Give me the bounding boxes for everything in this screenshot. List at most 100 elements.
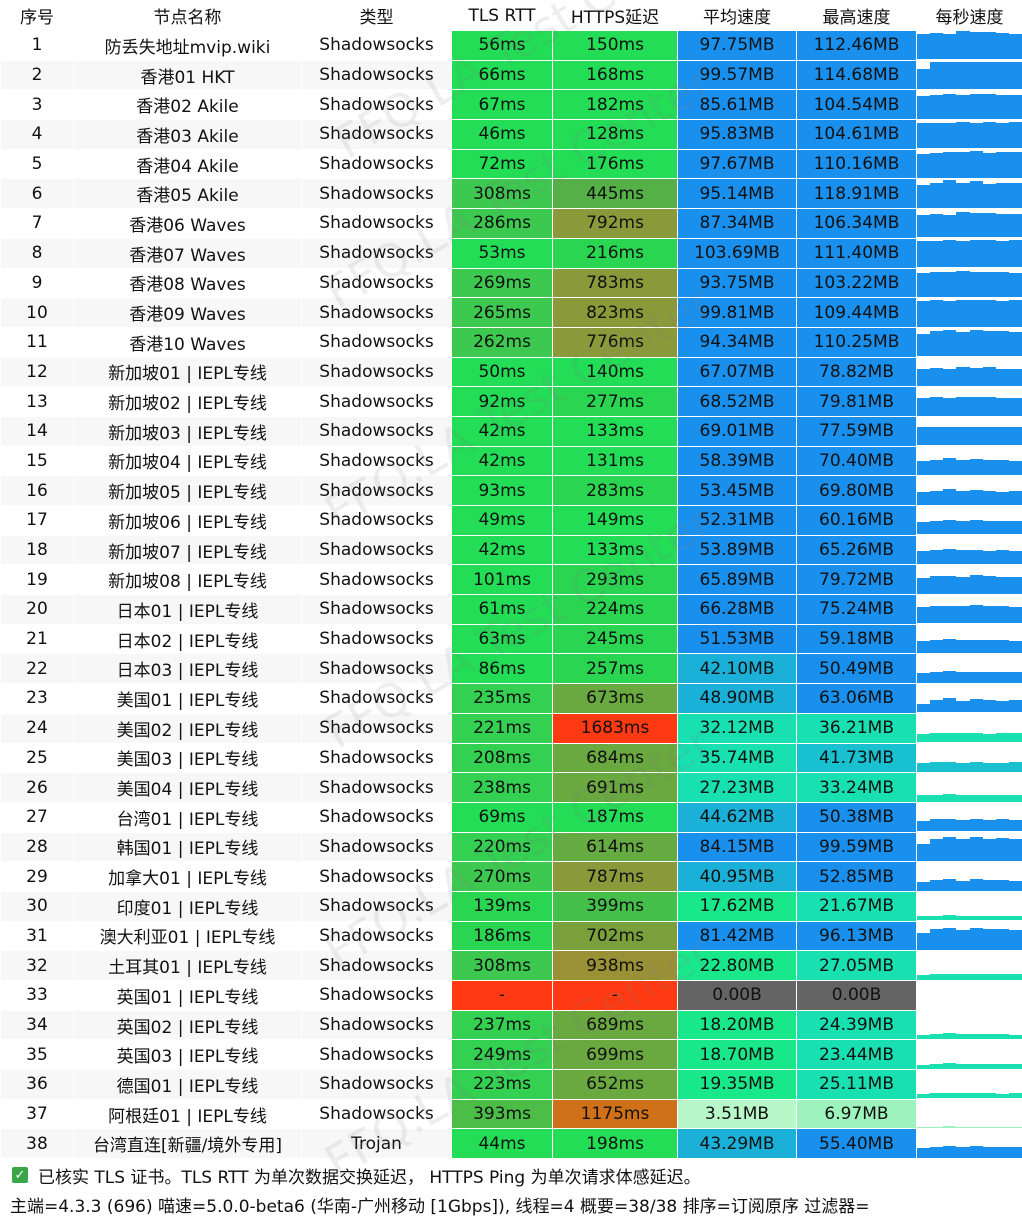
node-type: Shadowsocks (302, 624, 452, 654)
sparkline-bar (970, 490, 983, 505)
tls-rtt-cell: 220ms (452, 832, 553, 862)
max-speed-cell: 27.05MB (797, 951, 917, 981)
sparkline-bar (983, 795, 996, 802)
tls-rtt-cell: 56ms (452, 31, 553, 61)
node-type: Shadowsocks (302, 238, 452, 268)
max-speed-cell: 104.61MB (797, 120, 917, 150)
sparkline-bar (1009, 273, 1022, 297)
tls-rtt-cell: 262ms (452, 327, 553, 357)
sparkline-bar (943, 272, 956, 297)
row-index: 14 (1, 416, 74, 446)
https-latency-cell: 131ms (553, 446, 678, 476)
sparkline-bar (930, 95, 943, 119)
sparkline-bar (943, 152, 956, 179)
sparkline-bar (983, 820, 996, 831)
per-second-speed-sparkline (917, 1010, 1022, 1040)
avg-speed-cell: 103.69MB (678, 238, 797, 268)
per-second-speed-sparkline (917, 862, 1022, 892)
tls-rtt-cell: 208ms (452, 743, 553, 773)
sparkline-bar (956, 672, 969, 683)
sparkline-bar (983, 1034, 996, 1039)
avg-speed-cell: 48.90MB (678, 684, 797, 714)
max-speed-cell: 109.44MB (797, 298, 917, 328)
avg-speed-cell: 85.61MB (678, 90, 797, 120)
sparkline-bar (996, 241, 1009, 268)
sparkline-bar (1009, 916, 1022, 920)
row-index: 16 (1, 476, 74, 506)
row-index: 10 (1, 298, 74, 328)
tls-rtt-cell: 139ms (452, 891, 553, 921)
max-speed-cell: 96.13MB (797, 921, 917, 951)
per-second-speed-sparkline (917, 506, 1022, 536)
sparkline-bar (970, 916, 983, 921)
node-name: 香港06 Waves (74, 209, 302, 239)
sparkline-bar (930, 929, 943, 950)
sparkline-bar (970, 819, 983, 831)
sparkline-bar (917, 578, 930, 593)
https-latency-cell: 133ms (553, 416, 678, 446)
max-speed-cell: 36.21MB (797, 713, 917, 743)
sparkline-bar (970, 151, 983, 178)
row-index: 19 (1, 565, 74, 595)
node-name: 印度01 | IEPL专线 (74, 891, 302, 921)
sparkline-bar (917, 734, 930, 742)
sparkline-bar (983, 331, 996, 356)
tls-rtt-cell: 308ms (452, 951, 553, 981)
sparkline-bar (956, 521, 969, 534)
tls-rtt-cell: - (452, 981, 553, 1011)
row-index: 17 (1, 506, 74, 536)
node-type: Shadowsocks (302, 743, 452, 773)
sparkline-bar (983, 974, 996, 980)
node-type: Shadowsocks (302, 951, 452, 981)
sparkline-bar (1009, 641, 1022, 654)
sparkline-bar (930, 241, 943, 268)
sparkline-bar (943, 458, 956, 475)
sparkline-bars (917, 120, 1022, 148)
https-latency-cell: - (553, 981, 678, 1011)
sparkline-bars (917, 714, 1022, 742)
node-type: Shadowsocks (302, 179, 452, 209)
sparkline-bar (1009, 62, 1022, 89)
per-second-speed-sparkline (917, 565, 1022, 595)
sparkline-bar (970, 837, 983, 861)
sparkline-bar (943, 794, 956, 801)
node-type: Shadowsocks (302, 1010, 452, 1040)
sparkline-bar (956, 122, 969, 149)
sparkline-bar (956, 606, 969, 623)
sparkline-bar (917, 882, 930, 890)
sparkline-bar (970, 213, 983, 237)
sparkline-bar (917, 185, 930, 207)
sparkline-bar (970, 672, 983, 683)
node-type: Shadowsocks (302, 773, 452, 803)
sparkline-bar (917, 461, 930, 475)
sparkline-bar (996, 701, 1009, 712)
https-latency-cell: 684ms (553, 743, 678, 773)
sparkline-bars (917, 595, 1022, 623)
sparkline-bar (917, 1127, 930, 1128)
sparkline-bars (917, 1070, 1022, 1098)
max-speed-cell: 79.72MB (797, 565, 917, 595)
sparkline-bar (970, 459, 983, 475)
row-index: 5 (1, 149, 74, 179)
sparkline-bar (917, 1148, 930, 1158)
tls-rtt-cell: 186ms (452, 921, 553, 951)
sparkline-bar (943, 639, 956, 653)
row-index: 38 (1, 1129, 74, 1159)
header-tls-rtt: TLS RTT (452, 1, 553, 31)
sparkline-bar (970, 575, 983, 593)
sparkline-bar (917, 241, 930, 267)
node-name: 香港07 Waves (74, 238, 302, 268)
tls-rtt-cell: 42ms (452, 535, 553, 565)
tls-rtt-cell: 249ms (452, 1040, 553, 1070)
sparkline-bar (1009, 398, 1022, 416)
sparkline-bar (996, 916, 1009, 921)
https-latency-cell: 445ms (553, 179, 678, 209)
sparkline-bar (970, 272, 983, 297)
tls-rtt-cell: 67ms (452, 90, 553, 120)
avg-speed-cell: 95.14MB (678, 179, 797, 209)
tls-rtt-cell: 66ms (452, 60, 553, 90)
max-speed-cell: 77.59MB (797, 416, 917, 446)
